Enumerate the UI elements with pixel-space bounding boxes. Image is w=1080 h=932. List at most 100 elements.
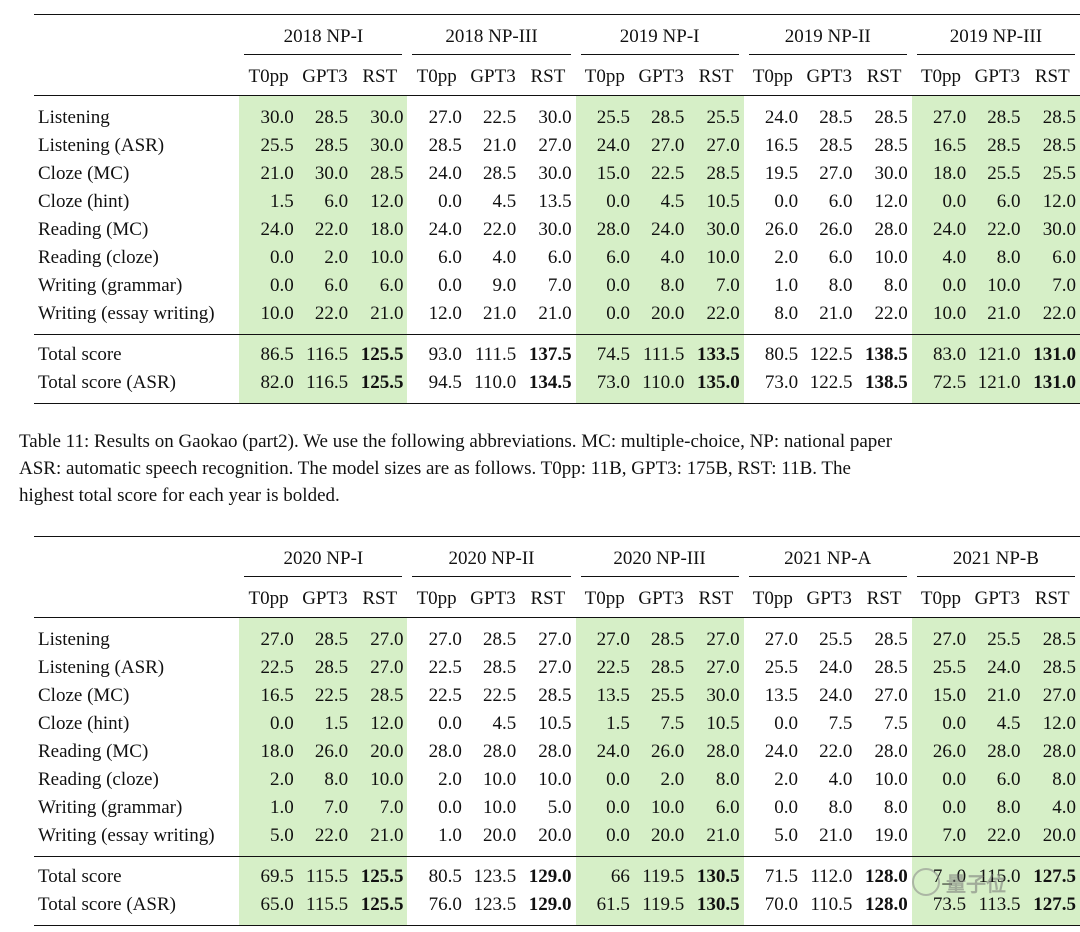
row-label: Listening — [34, 95, 240, 132]
score-cell: 24.0 — [239, 216, 298, 244]
score-cell: 28.5 — [465, 617, 521, 654]
corner-cell — [34, 14, 240, 59]
score-cell: 22.0 — [874, 303, 908, 324]
score-cell: 30.0 — [520, 95, 576, 132]
score-cell: 27.0 — [352, 617, 408, 654]
score-cell: 21.0 — [239, 160, 298, 188]
total-score-cell: 110.0 — [633, 369, 689, 404]
score-cell: 10.0 — [352, 766, 408, 794]
model-header: RST — [530, 588, 566, 609]
score-cell: 12.0 — [352, 710, 408, 738]
score-cell: 13.5 — [538, 191, 572, 212]
score-cell: 28.5 — [352, 160, 408, 188]
total-score-cell: 122.5 — [802, 334, 857, 369]
score-cell: 21.0 — [352, 822, 408, 857]
score-cell: 28.5 — [352, 682, 408, 710]
score-cell: 10.0 — [688, 244, 744, 272]
year-header: 2020 NP-I — [239, 536, 408, 581]
score-cell: 28.5 — [970, 132, 1025, 160]
score-cell: 27.0 — [407, 617, 466, 654]
score-cell: 6.0 — [970, 188, 1025, 216]
score-cell: 0.0 — [438, 191, 462, 212]
score-cell: 25.5 — [688, 95, 744, 132]
score-cell: 28.5 — [970, 95, 1025, 132]
score-cell: 28.0 — [688, 738, 744, 766]
score-cell: 7.0 — [1024, 272, 1080, 300]
model-header: GPT3 — [638, 66, 684, 87]
model-header: GPT3 — [470, 66, 516, 87]
watermark-text: 量子位 — [946, 871, 1006, 896]
score-cell: 22.5 — [465, 95, 521, 132]
score-cell: 2.0 — [633, 766, 689, 794]
score-cell: 2.0 — [239, 766, 298, 794]
total-score-cell: 80.5 — [407, 856, 466, 891]
score-cell: 10.0 — [633, 794, 689, 822]
score-cell: 22.0 — [297, 822, 353, 857]
total-score-cell: 111.5 — [633, 334, 689, 369]
score-cell: 0.0 — [911, 710, 971, 738]
score-cell: 12.0 — [874, 191, 908, 212]
score-cell: 27.0 — [743, 617, 803, 654]
score-cell: 21.0 — [688, 822, 744, 857]
score-cell: 26.0 — [297, 738, 353, 766]
score-cell: 5.0 — [547, 797, 572, 818]
score-cell: 30.0 — [688, 216, 744, 244]
score-cell: 24.0 — [819, 685, 853, 706]
score-cell: 8.0 — [688, 766, 744, 794]
score-cell: 22.0 — [482, 219, 517, 240]
total-label: Total score — [34, 856, 240, 891]
score-cell: 20.0 — [352, 738, 408, 766]
score-cell: 7.0 — [547, 275, 572, 296]
model-header: RST — [362, 66, 398, 87]
score-cell: 21.0 — [352, 300, 408, 335]
score-cell: 0.0 — [911, 794, 971, 822]
total-score-cell: 127.5 — [1024, 856, 1080, 891]
score-cell: 19.0 — [874, 825, 908, 846]
score-cell: 12.0 — [1024, 188, 1080, 216]
score-cell: 27.0 — [352, 654, 408, 682]
score-cell: 6.0 — [828, 247, 853, 268]
score-cell: 26.0 — [911, 738, 971, 766]
total-score-cell: 122.5 — [802, 369, 857, 404]
score-cell: 0.0 — [911, 188, 971, 216]
score-cell: 5.0 — [774, 825, 799, 846]
score-cell: 28.0 — [482, 741, 517, 762]
score-cell: 26.0 — [819, 219, 853, 240]
table-row: Reading (MC) 24.0 22.0 18.0 24.0 22.0 30.0 28.0… — [34, 216, 1080, 244]
model-header: T0pp — [920, 66, 962, 87]
score-cell: 27.0 — [538, 135, 572, 156]
score-cell: 30.0 — [352, 132, 408, 160]
score-cell: 10.5 — [688, 188, 744, 216]
score-cell: 30.0 — [538, 163, 572, 184]
score-cell: 12.0 — [428, 303, 462, 324]
score-cell: 22.0 — [688, 300, 744, 335]
total-score-cell: 86.5 — [239, 334, 298, 369]
score-cell: 16.5 — [764, 135, 799, 156]
score-cell: 21.0 — [538, 303, 572, 324]
model-header: RST — [530, 66, 566, 87]
total-score-cell: 73.0 — [743, 369, 803, 404]
caption-line-1: Table 11: Results on Gaokao (part2). We … — [19, 431, 893, 452]
score-cell: 7.5 — [884, 713, 908, 734]
score-cell: 28.0 — [428, 741, 462, 762]
score-cell: 28.5 — [856, 95, 912, 132]
score-cell: 30.0 — [352, 95, 408, 132]
score-cell: 22.5 — [633, 160, 689, 188]
total-score-cell: 70.0 — [743, 891, 803, 926]
table-row: Writing (grammar) 0.0 6.0 6.0 0.0 9.0 7.0 0.0 8.… — [34, 272, 1080, 300]
total-score-cell: 113.5 — [970, 891, 1025, 926]
score-cell: 28.0 — [1024, 738, 1080, 766]
model-header: T0pp — [920, 588, 961, 609]
model-header: GPT3 — [638, 588, 684, 609]
score-cell: 13.5 — [764, 685, 799, 706]
table-row: Cloze (hint) 0.0 1.5 12.0 0.0 4.5 10.5 1.5 7.5 10… — [34, 710, 1080, 738]
total-score-cell: 125.5 — [352, 891, 408, 926]
table-row: Writing (grammar) 1.0 7.0 7.0 0.0 10.0 5.0 0.0 1… — [34, 794, 1080, 822]
total-score-cell: 110.0 — [465, 369, 521, 404]
score-cell: 10.0 — [482, 769, 517, 790]
model-header: T0pp — [752, 588, 793, 609]
total-score-cell: 72.5 — [911, 369, 971, 404]
score-cell: 22.5 — [239, 654, 298, 682]
score-cell: 4.5 — [492, 713, 517, 734]
score-cell: 24.0 — [633, 216, 689, 244]
